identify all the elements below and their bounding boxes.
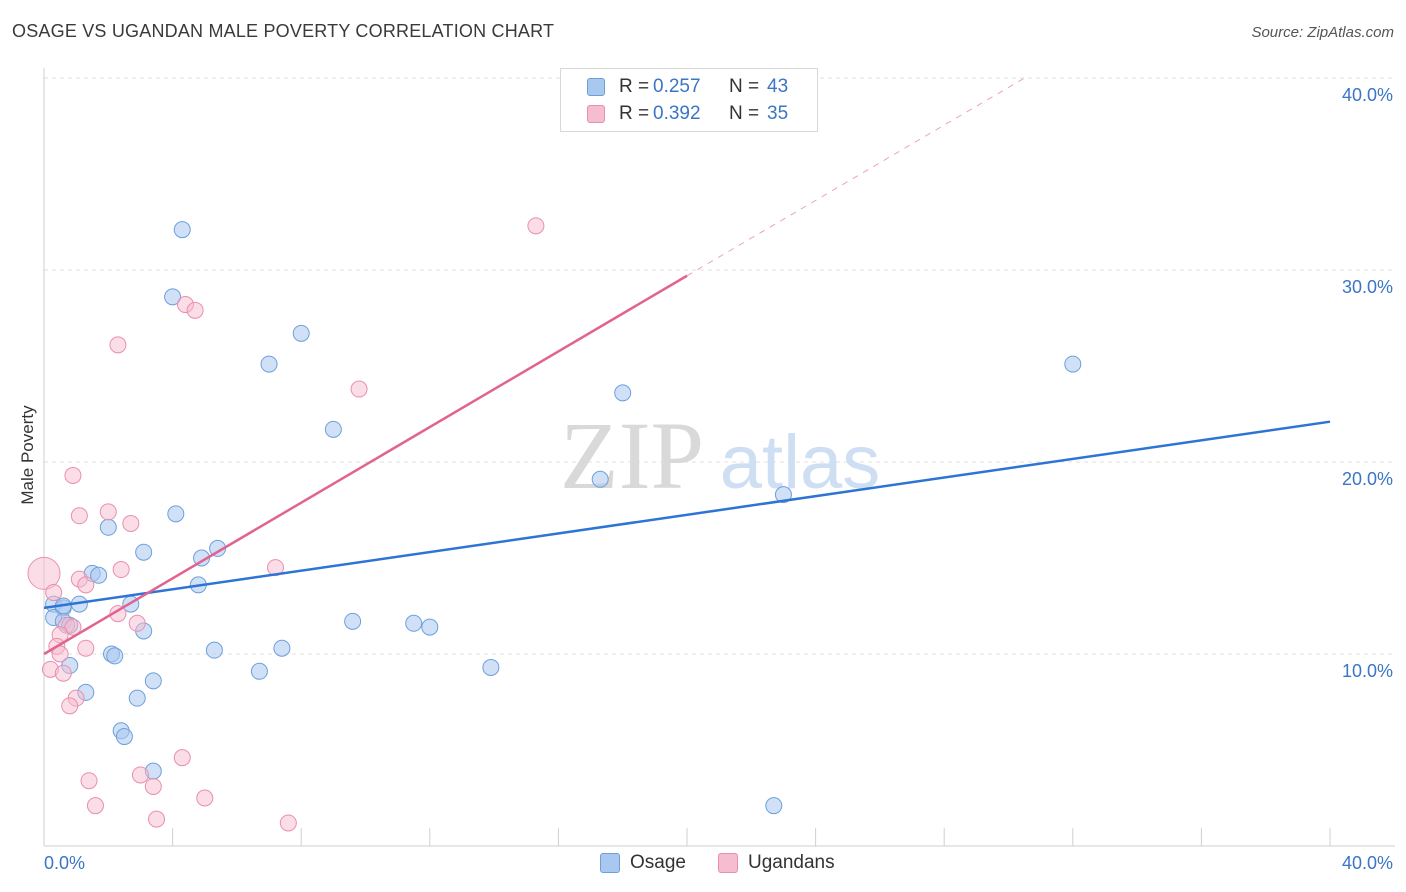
grid-lines (44, 77, 1395, 655)
ugandans-n-value: 35 (767, 103, 789, 124)
osage-n-value: 43 (767, 76, 789, 97)
ugandan-point (109, 336, 127, 354)
ugandan-point (77, 639, 95, 657)
osage-point (292, 324, 310, 342)
osage-point (260, 355, 278, 373)
ugandan-point (99, 503, 117, 521)
ugandan-point (148, 810, 166, 828)
osage-point (273, 639, 291, 657)
osage-point (173, 221, 191, 239)
ugandan-point (51, 645, 69, 663)
osage-point (106, 647, 124, 665)
osage-point (421, 618, 439, 636)
legend-item-ugandans[interactable]: Ugandans (718, 852, 835, 874)
ugandan-point (45, 584, 63, 602)
ugandan-point (186, 301, 204, 319)
ugandan-point (527, 217, 545, 235)
ugandan-point (27, 556, 61, 590)
osage-point (144, 672, 162, 690)
osage-point (99, 518, 117, 536)
tick-labels: 10.0% 20.0% 30.0% 40.0% 0.0% 40.0% (44, 85, 1393, 873)
source-label: Source: ZipAtlas.com (1251, 24, 1394, 41)
osage-point (164, 288, 182, 306)
watermark-atlas: atlas (720, 420, 881, 505)
correlation-legend: R = 0.257 N = 43 R = 0.392 N = 35 (560, 68, 818, 132)
y-tick-label: 40.0% (1342, 85, 1393, 105)
ugandan-point (61, 697, 79, 715)
ugandan-point (70, 507, 88, 525)
ugandan-points (27, 217, 545, 832)
osage-point (591, 470, 609, 488)
osage-legend-label: Osage (630, 852, 686, 873)
osage-points (45, 221, 1082, 815)
ugandan-point (109, 605, 127, 623)
ugandan-point (64, 466, 82, 484)
ugandan-point (173, 749, 191, 767)
n-label: N = (729, 76, 760, 97)
series-legend: Osage Ugandans (0, 852, 1406, 878)
osage-point (324, 420, 342, 438)
y-tick-label: 20.0% (1342, 469, 1393, 489)
ugandan-point (144, 777, 162, 795)
osage-point (482, 658, 500, 676)
ugandan-point (128, 614, 146, 632)
osage-r-value: 0.257 (653, 76, 701, 97)
ugandan-point (350, 380, 368, 398)
ugandan-trendline (43, 274, 688, 656)
osage-swatch (587, 78, 605, 96)
osage-trendline (43, 420, 1331, 610)
x-tick-label: 40.0% (1342, 853, 1393, 873)
osage-point (405, 614, 423, 632)
ugandan-point (80, 772, 98, 790)
legend-row-osage: R = 0.257 N = 43 (587, 76, 788, 98)
ugandan-point (112, 561, 130, 579)
n-label: N = (729, 103, 760, 124)
osage-point (1064, 355, 1082, 373)
ugandans-r-value: 0.392 (653, 103, 701, 124)
r-label: R = (619, 76, 650, 97)
osage-point (344, 612, 362, 630)
osage-point (765, 797, 783, 815)
osage-point (774, 486, 792, 504)
ugandans-legend-swatch (718, 853, 738, 873)
ugandan-trendline-extension (686, 77, 1025, 277)
ugandan-point (196, 789, 214, 807)
ugandan-point (54, 664, 72, 682)
legend-item-osage[interactable]: Osage (600, 852, 686, 874)
ugandan-point (86, 797, 104, 815)
axes (43, 68, 1395, 847)
osage-point (90, 566, 108, 584)
ugandans-swatch (587, 105, 605, 123)
osage-point (250, 662, 268, 680)
osage-legend-swatch (600, 853, 620, 873)
ugandan-point (279, 814, 297, 832)
ugandan-point (64, 618, 82, 636)
ugandan-point (122, 514, 140, 532)
osage-point (167, 505, 185, 523)
osage-point (135, 543, 153, 561)
y-tick-label: 30.0% (1342, 277, 1393, 297)
x-tick-label: 0.0% (44, 853, 85, 873)
legend-row-ugandans: R = 0.392 N = 35 (587, 103, 788, 125)
watermark-zip: ZIP (560, 402, 704, 509)
ugandans-legend-label: Ugandans (748, 852, 835, 873)
osage-point (205, 641, 223, 659)
chart-title: OSAGE VS UGANDAN MALE POVERTY CORRELATIO… (12, 21, 555, 41)
osage-point (115, 728, 133, 746)
r-label: R = (619, 103, 650, 124)
y-tick-label: 10.0% (1342, 661, 1393, 681)
osage-point (128, 689, 146, 707)
osage-point (614, 384, 632, 402)
ugandan-point (77, 576, 95, 594)
trendlines (43, 77, 1331, 656)
ugandan-point (131, 766, 149, 784)
